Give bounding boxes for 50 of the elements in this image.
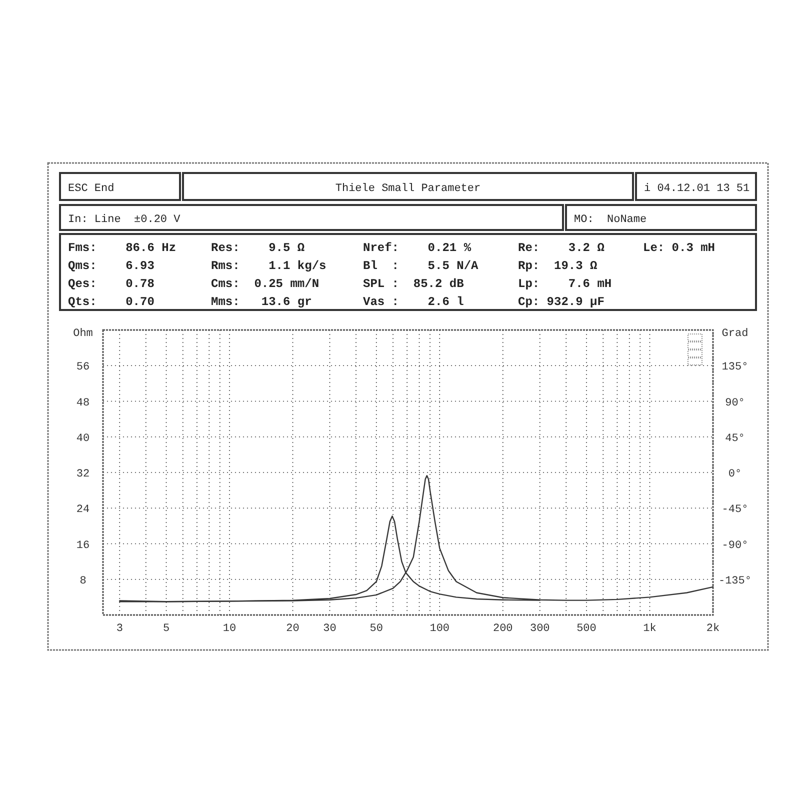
y-tick-label: 8 (80, 575, 86, 588)
text: Rms: 1.1 kg/s (211, 259, 326, 273)
text: Re: 3.2 Ω (518, 241, 604, 255)
x-tick-label: 10 (222, 623, 236, 635)
text: Mms: 13.6 gr (211, 295, 312, 309)
x-tick-label: 200 (492, 623, 513, 635)
x-tick-label: 2k (706, 623, 720, 635)
y-tick-label: 48 (76, 397, 90, 410)
y2-tick-label: -45° (722, 504, 748, 516)
text: SPL : 85.2 dB (363, 277, 464, 291)
x-tick-label: 500 (576, 623, 596, 635)
y2-tick-label: 0° (728, 468, 742, 480)
y-tick-label: 56 (76, 362, 90, 374)
text: Lp: 7.6 mH (518, 277, 612, 291)
text: Thiele Small Parameter (335, 183, 481, 195)
text: Cp: 932.9 µF (518, 295, 604, 309)
text: Vas : 2.6 l (363, 295, 464, 309)
text: Le: 0.3 mH (643, 241, 716, 255)
x-tick-label: 100 (430, 623, 450, 635)
text: Cms: 0.25 mm/N (211, 277, 320, 291)
x-tick-label: 20 (286, 623, 300, 635)
text: Bl : 5.5 N/A (363, 259, 480, 273)
y-axis-title: Ohm (73, 328, 94, 340)
x-tick-label: 300 (530, 623, 550, 635)
x-tick-label: 5 (162, 623, 170, 635)
text: i 04.12.01 13 51 (644, 183, 750, 195)
text: Rp: 19.3 Ω (518, 259, 598, 273)
text: ESC End (68, 183, 114, 195)
text: Res: 9.5 Ω (211, 241, 305, 255)
y-tick-label: 24 (76, 504, 90, 516)
y2-tick-label: 45° (725, 432, 745, 445)
x-tick-label: 1k (643, 623, 657, 635)
y-tick-label: 32 (76, 468, 90, 480)
y-tick-label: 16 (76, 540, 90, 552)
y2-axis-title: Grad (722, 328, 748, 340)
text: Fms: 86.6 Hz (68, 241, 176, 255)
y2-tick-label: 90° (725, 397, 745, 410)
text: Qes: 0.78 (68, 277, 154, 291)
y2-tick-label: -135° (718, 575, 752, 588)
text: In: Line ±0.20 V (68, 214, 181, 226)
text: Qts: 0.70 (68, 295, 154, 309)
x-tick-label: 3 (116, 623, 123, 635)
y-tick-label: 40 (76, 432, 90, 445)
text: Nref: 0.21 % (363, 241, 472, 255)
x-tick-label: 50 (370, 623, 383, 635)
text: Qms: 6.93 (68, 259, 154, 273)
text: MO: NoName (574, 214, 647, 226)
y2-tick-label: -90° (722, 540, 748, 552)
x-tick-label: 30 (323, 623, 336, 635)
y2-tick-label: 135° (722, 362, 748, 374)
